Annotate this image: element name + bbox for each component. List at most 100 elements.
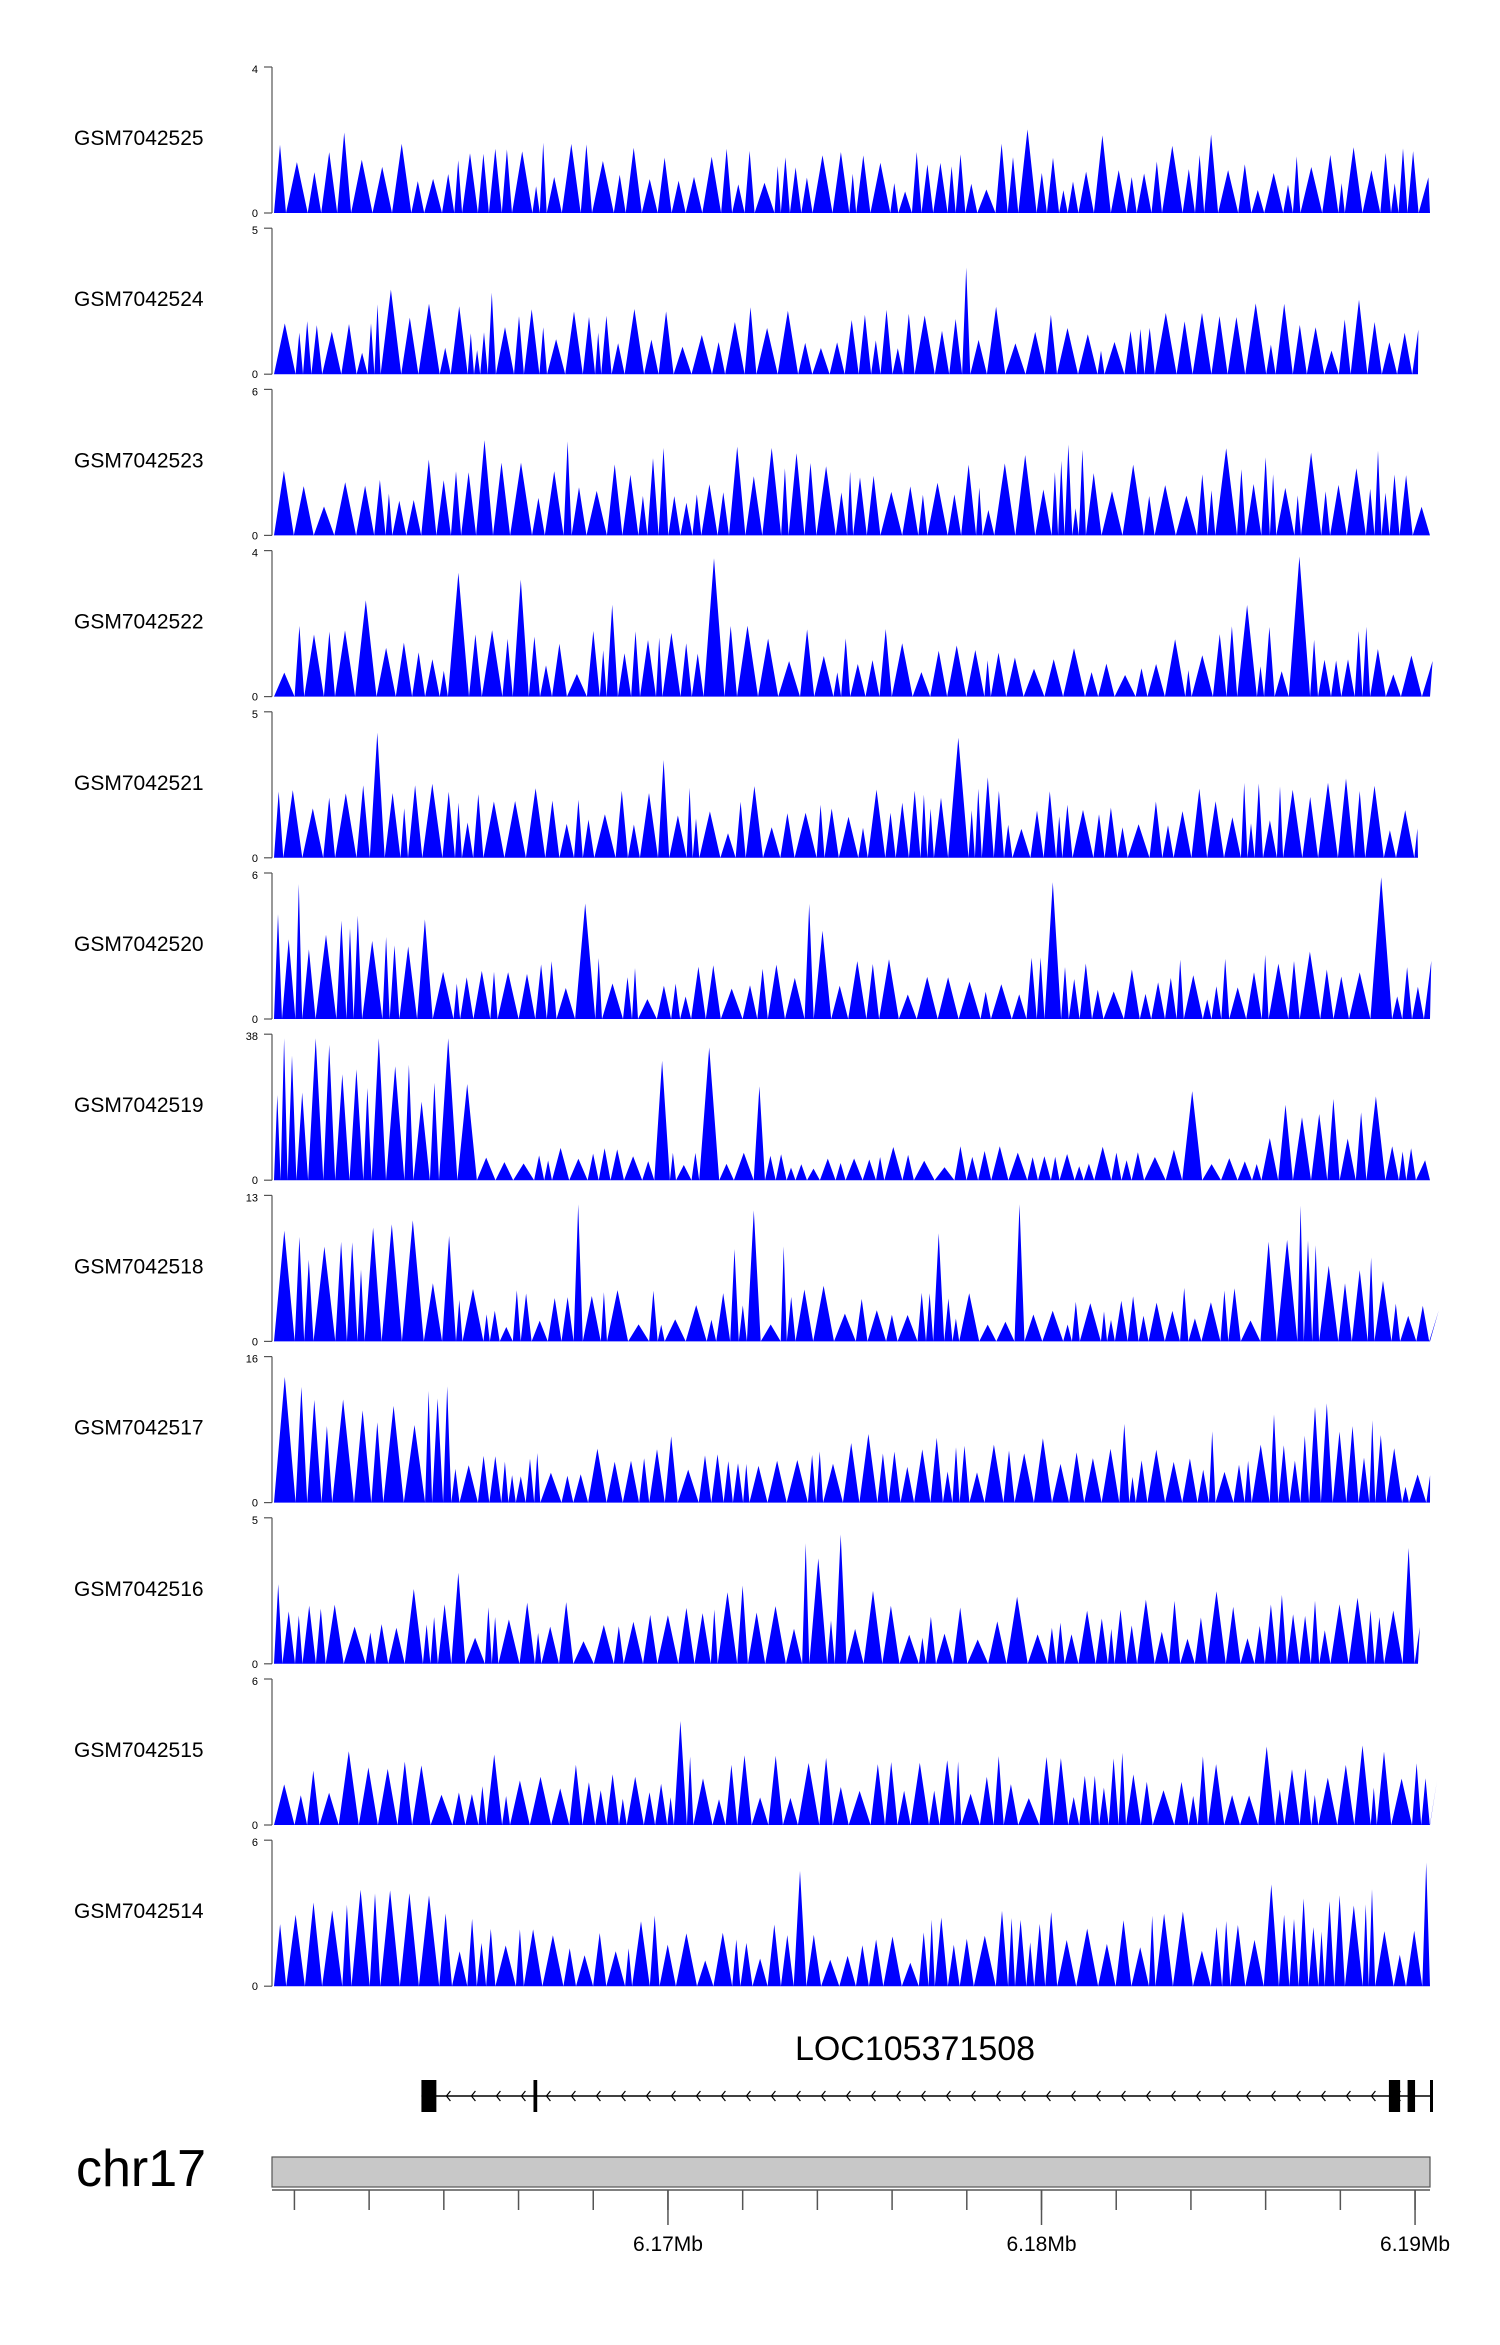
track-label: GSM7042521 xyxy=(74,772,204,795)
strand-arrow xyxy=(1195,2090,1201,2102)
strand-arrow xyxy=(820,2090,826,2102)
track-signal-area xyxy=(274,556,1433,697)
track-ymax-label: 16 xyxy=(246,1354,258,1366)
track-signal-area xyxy=(274,877,1432,1019)
track-ymax-label: 5 xyxy=(252,1515,258,1527)
axis-tick-label: 6.18Mb xyxy=(1006,2233,1076,2256)
gene-exon xyxy=(1407,2080,1416,2112)
track-ymax-label: 6 xyxy=(252,386,258,398)
track-GSM7042524: GSM7042524 5 0 xyxy=(74,225,1419,381)
gene-exon xyxy=(533,2080,538,2112)
track-ymax-label: 4 xyxy=(252,64,258,76)
track-label: GSM7042523 xyxy=(74,449,204,472)
track-ymin-label: 0 xyxy=(252,369,258,381)
strand-arrow xyxy=(1295,2090,1301,2102)
track-signal-area xyxy=(274,1534,1420,1664)
strand-arrow xyxy=(770,2090,776,2102)
strand-arrow xyxy=(445,2090,451,2102)
gene-exon xyxy=(421,2080,437,2112)
track-label: GSM7042518 xyxy=(74,1255,204,1278)
strand-arrow xyxy=(1320,2090,1326,2102)
track-ymin-label: 0 xyxy=(252,1498,258,1510)
track-ymin-label: 0 xyxy=(252,1981,258,1993)
track-ymin-label: 0 xyxy=(252,208,258,220)
track-ymin-label: 0 xyxy=(252,692,258,704)
strand-arrow xyxy=(920,2090,926,2102)
track-ymax-label: 6 xyxy=(252,870,258,882)
track-label: GSM7042524 xyxy=(74,288,204,311)
strand-arrow xyxy=(570,2090,576,2102)
track-ymin-label: 0 xyxy=(252,1820,258,1832)
gene-model xyxy=(421,2080,1433,2112)
strand-arrow xyxy=(645,2090,651,2102)
track-ymax-label: 6 xyxy=(252,1676,258,1688)
track-label: GSM7042515 xyxy=(74,1739,204,1762)
track-GSM7042514: GSM7042514 6 0 xyxy=(74,1837,1430,1993)
track-signal-area xyxy=(274,1376,1431,1503)
chromosome-ideogram xyxy=(271,2156,1431,2188)
track-ymax-label: 4 xyxy=(252,548,258,560)
track-ymin-label: 0 xyxy=(252,853,258,865)
track-label: GSM7042519 xyxy=(74,1094,204,1117)
strand-arrow xyxy=(520,2090,526,2102)
track-signal-area xyxy=(274,129,1430,213)
strand-arrow xyxy=(1020,2090,1026,2102)
strand-arrow xyxy=(995,2090,1001,2102)
strand-arrow xyxy=(1070,2090,1076,2102)
strand-arrow xyxy=(1270,2090,1276,2102)
strand-arrow xyxy=(695,2090,701,2102)
track-signal-area xyxy=(274,1721,1437,1825)
strand-arrow xyxy=(1145,2090,1151,2102)
track-ymin-label: 0 xyxy=(252,1659,258,1671)
gene-exon xyxy=(1430,2080,1433,2112)
track-signal-area xyxy=(274,732,1418,858)
track-signal-area xyxy=(274,267,1419,375)
gene-label: LOC105371508 xyxy=(795,2030,1035,2068)
strand-arrow xyxy=(745,2090,751,2102)
coverage-tracks: GSM704252540GSM704252450GSM704252360GSM7… xyxy=(74,64,1439,1993)
track-label: GSM7042520 xyxy=(74,933,204,956)
track-ymin-label: 0 xyxy=(252,1336,258,1348)
strand-arrow xyxy=(720,2090,726,2102)
track-ymax-label: 13 xyxy=(246,1192,258,1204)
axis-tick-label: 6.19Mb xyxy=(1380,2233,1450,2256)
track-GSM7042523: GSM7042523 6 0 xyxy=(74,386,1430,542)
track-GSM7042525: GSM7042525 4 0 xyxy=(74,64,1430,220)
strand-arrow xyxy=(970,2090,976,2102)
strand-arrow xyxy=(470,2090,476,2102)
track-GSM7042518: GSM7042518 13 0 xyxy=(74,1192,1439,1348)
strand-arrow xyxy=(1120,2090,1126,2102)
track-GSM7042516: GSM7042516 5 0 xyxy=(74,1515,1420,1671)
strand-arrow xyxy=(670,2090,676,2102)
track-ymax-label: 6 xyxy=(252,1837,258,1849)
track-ymin-label: 0 xyxy=(252,1014,258,1026)
strand-arrow xyxy=(495,2090,501,2102)
strand-arrow xyxy=(545,2090,551,2102)
track-label: GSM7042525 xyxy=(74,127,204,150)
strand-arrow xyxy=(1370,2090,1376,2102)
track-label: GSM7042517 xyxy=(74,1417,204,1440)
strand-arrow xyxy=(895,2090,901,2102)
track-GSM7042521: GSM7042521 5 0 xyxy=(74,709,1418,865)
chromosome-axis: chr17 6.17Mb 6.18Mb 6.19Mb xyxy=(76,2140,1450,2256)
strand-arrow xyxy=(1095,2090,1101,2102)
axis-ticks: 6.17Mb 6.18Mb 6.19Mb xyxy=(293,2190,1450,2256)
track-signal-area xyxy=(274,440,1430,536)
track-signal-area xyxy=(274,1038,1430,1181)
track-GSM7042520: GSM7042520 6 0 xyxy=(74,870,1432,1026)
strand-arrow xyxy=(845,2090,851,2102)
strand-arrow xyxy=(1220,2090,1226,2102)
track-ymax-label: 5 xyxy=(252,225,258,237)
track-label: GSM7042522 xyxy=(74,611,204,634)
chromosome-label: chr17 xyxy=(76,2140,206,2198)
track-GSM7042515: GSM7042515 6 0 xyxy=(74,1676,1437,1832)
gene-annotation-track: LOC105371508 xyxy=(421,2030,1433,2112)
track-GSM7042519: GSM7042519 38 0 xyxy=(74,1031,1430,1187)
strand-arrow xyxy=(1345,2090,1351,2102)
strand-arrow xyxy=(945,2090,951,2102)
track-ymax-label: 38 xyxy=(246,1031,258,1043)
axis-tick-label: 6.17Mb xyxy=(633,2233,703,2256)
strand-arrow xyxy=(595,2090,601,2102)
